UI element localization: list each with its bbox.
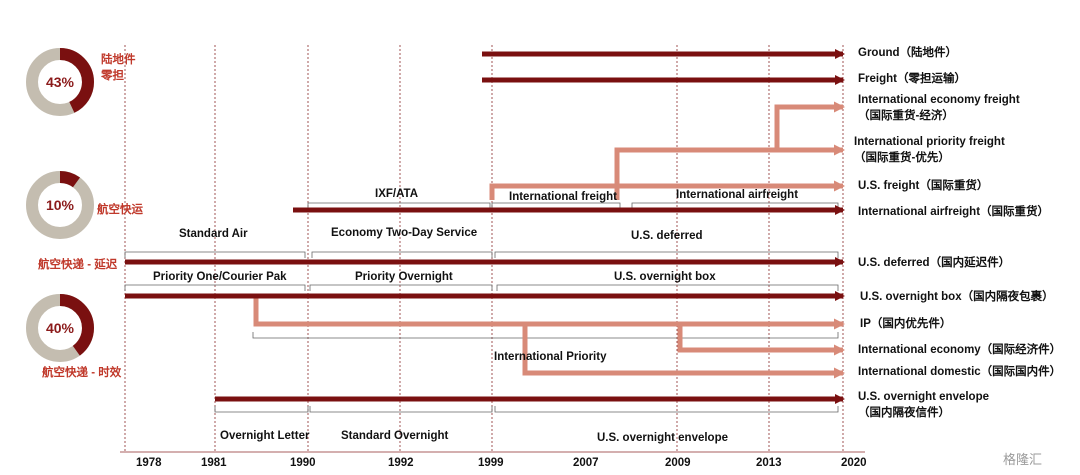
arrow-international-economy	[677, 324, 845, 356]
right-label-ip: IP（国内优先件）	[860, 318, 952, 330]
watermark: 格隆汇	[1003, 453, 1043, 468]
deferred-side-label: 航空快递 - 延迟	[38, 259, 118, 271]
year-2020: 2020	[841, 457, 867, 469]
donut-40	[26, 294, 94, 362]
donut-43-caption-1: 陆地件	[101, 54, 136, 66]
arrow-us-freight	[489, 180, 845, 200]
right-label-intl-economy-freight: International economy freight	[858, 94, 1020, 106]
donut-10-segment	[26, 171, 94, 239]
label-standard-overnight: Standard Overnight	[341, 430, 449, 442]
right-label-intl-airfreight: International airfreight（国际重货）	[858, 206, 1050, 218]
bracket-priority-one	[124, 284, 306, 291]
year-1981: 1981	[201, 457, 227, 469]
donut-40-caption: 航空快递 - 时效	[42, 367, 122, 379]
donut-43-caption-2: 零担	[101, 70, 124, 82]
label-overnight-letter: Overnight Letter	[220, 430, 310, 442]
bracket-us-overnight-box	[496, 284, 839, 291]
label-priority-one: Priority One/Courier Pak	[153, 271, 287, 283]
right-label-intl-priority-freight-cn: （国际重货-优先）	[854, 152, 950, 164]
donut-10	[26, 171, 94, 239]
label-us-overnight-envelope: U.S. overnight envelope	[597, 432, 728, 444]
bracket-international-freight	[491, 202, 621, 209]
arrow-international-priority-freight	[614, 144, 845, 200]
donut-43	[26, 48, 94, 116]
bracket-standard-air	[124, 251, 306, 258]
right-label-us-overnight-box: U.S. overnight box（国内隔夜包裹）	[860, 291, 1054, 303]
bracket-international-priority	[252, 332, 839, 339]
donut-43-segment	[26, 48, 94, 116]
donut-43-label: 43%	[45, 74, 75, 90]
year-1992: 1992	[388, 457, 414, 469]
year-1978: 1978	[136, 457, 162, 469]
arrow-international-domestic	[522, 324, 845, 379]
label-international-freight: International freight	[509, 191, 617, 203]
year-gridlines	[124, 45, 844, 452]
donut-10-label: 10%	[45, 197, 75, 213]
light-arrows	[253, 101, 845, 379]
right-label-us-deferred: U.S. deferred（国内延迟件）	[858, 257, 1011, 269]
donut-40-segment	[26, 294, 94, 362]
year-2009: 2009	[665, 457, 691, 469]
arrow-ip	[253, 298, 845, 330]
right-label-intl-economy: International economy（国际经济件）	[858, 344, 1062, 356]
label-international-airfreight: International airfreight	[676, 189, 799, 201]
bracket-priority-overnight	[309, 284, 493, 291]
year-1990: 1990	[290, 457, 316, 469]
label-standard-air: Standard Air	[179, 228, 248, 240]
dark-arrows	[125, 49, 845, 404]
right-label-us-freight: U.S. freight（国际重货）	[858, 180, 989, 192]
donut-10-caption: 航空快运	[97, 204, 143, 216]
year-1999: 1999	[478, 457, 504, 469]
right-label-intl-economy-freight-cn: （国际重货-经济）	[858, 110, 954, 122]
right-label-us-overnight-envelope: U.S. overnight envelope	[858, 391, 989, 403]
year-2013: 2013	[756, 457, 782, 469]
label-priority-overnight: Priority Overnight	[355, 271, 453, 283]
bracket-us-overnight-envelope	[494, 406, 839, 413]
bracket-us-deferred	[494, 251, 839, 258]
label-us-overnight-box: U.S. overnight box	[614, 271, 716, 283]
bracket-standard-overnight	[309, 406, 493, 413]
donut-40-label: 40%	[45, 320, 75, 336]
bracket-ixf-ata	[307, 202, 491, 209]
segment-brackets	[124, 202, 839, 413]
label-international-priority: International Priority	[494, 351, 607, 363]
right-label-us-overnight-envelope-cn: （国内隔夜信件）	[858, 407, 950, 419]
year-2007: 2007	[573, 457, 599, 469]
label-ixf-ata: IXF/ATA	[375, 188, 419, 200]
label-economy-two-day: Economy Two-Day Service	[331, 227, 478, 239]
right-label-ground: Ground（陆地件）	[858, 47, 958, 59]
right-label-intl-domestic: International domestic（国际国内件）	[858, 366, 1062, 378]
right-label-intl-priority-freight: International priority freight	[854, 136, 1005, 148]
arrow-international-economy-freight	[774, 101, 845, 150]
bracket-economy-two-day	[311, 251, 493, 258]
right-label-freight: Freight（零担运输）	[858, 73, 966, 85]
label-us-deferred: U.S. deferred	[631, 230, 703, 242]
bracket-overnight-letter	[214, 406, 309, 413]
